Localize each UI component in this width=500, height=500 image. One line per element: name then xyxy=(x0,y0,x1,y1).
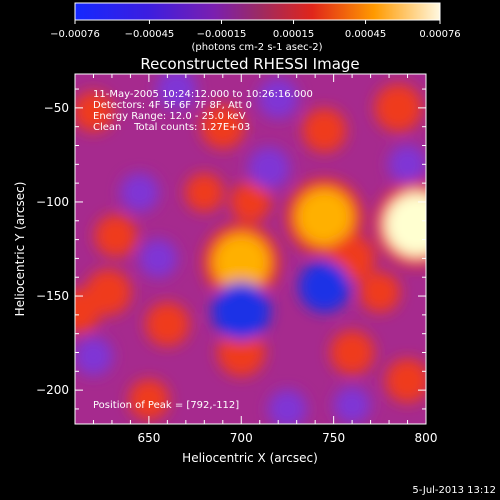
y-axis-ticks: −50 −100 −150 −200 xyxy=(36,88,426,410)
heatmap-blob xyxy=(75,289,101,334)
heatmap-blob xyxy=(257,78,299,119)
heatmap-blob xyxy=(94,214,137,258)
timestamp: 5-Jul-2013 13:12 xyxy=(412,485,496,496)
heatmap-blob xyxy=(138,239,178,278)
heatmap-blob xyxy=(247,146,291,190)
heatmap-blob xyxy=(128,379,170,420)
heatmap-image xyxy=(75,74,426,424)
y-axis-label: Heliocentric Y (arcsec) xyxy=(13,182,27,317)
colorbar-tick-label: 0.00015 xyxy=(273,29,314,40)
heatmap-blob xyxy=(230,181,271,223)
y-tick-label: −50 xyxy=(44,101,69,115)
heatmap-blob xyxy=(359,271,401,313)
heatmap-blob xyxy=(211,281,271,341)
heatmap-blob xyxy=(217,328,266,377)
heatmap-blob xyxy=(268,389,307,424)
colorbar-tick-label: 0.00045 xyxy=(345,29,386,40)
heatmap-blob xyxy=(120,173,160,212)
info-line-3: Energy Range: 12.0 - 25.0 keV xyxy=(93,111,246,122)
y-tick-label: −200 xyxy=(36,383,69,397)
heatmap-blob xyxy=(184,173,224,212)
colorbar-tick-label: −0.00015 xyxy=(197,29,247,40)
heatmap-blob xyxy=(295,188,353,246)
heatmap-blob xyxy=(145,302,190,347)
x-tick-label: 650 xyxy=(137,431,160,445)
x-tick-label: 700 xyxy=(230,431,253,445)
heatmap-blob xyxy=(212,233,270,291)
heatmap-blob xyxy=(333,386,371,424)
heatmap-blob xyxy=(330,330,375,375)
x-tick-label: 750 xyxy=(322,431,345,445)
colorbar xyxy=(74,2,441,21)
heatmap-blob xyxy=(388,144,426,184)
x-axis-ticks: 650 700 750 800 xyxy=(92,74,438,445)
heatmap-blob xyxy=(200,104,245,149)
info-line-4: Clean Total counts: 1.27E+03 xyxy=(93,122,250,133)
x-tick-label: 800 xyxy=(415,431,438,445)
heatmap-blob xyxy=(385,358,426,403)
y-tick-label: −100 xyxy=(36,195,69,209)
colorbar-unit-label: (photons cm-2 s-1 asec-2) xyxy=(191,42,322,53)
colorbar-ticks: −0.00076 −0.00045 −0.00015 0.00015 0.00045 0.… xyxy=(50,20,461,40)
x-axis-label: Heliocentric X (arcsec) xyxy=(182,451,318,465)
y-tick-label: −150 xyxy=(36,289,69,303)
colorbar-tick-label: −0.00045 xyxy=(125,29,175,40)
info-line-2: Detectors: 4F 5F 6F 7F 8F, Att 0 xyxy=(93,100,252,111)
heatmap-blob xyxy=(75,91,114,132)
heatmap-blob xyxy=(298,260,351,313)
peak-position-label: Position of Peak = [792,-112] xyxy=(93,400,239,411)
heatmap-blob xyxy=(384,192,426,257)
info-line-1: 11-May-2005 10:24:12.000 to 10:26:16.000 xyxy=(93,89,313,100)
chart-title: Reconstructed RHESSI Image xyxy=(140,55,359,73)
heatmap-blob xyxy=(75,336,113,376)
heatmap-blob xyxy=(374,83,423,132)
colorbar-tick-label: −0.00076 xyxy=(50,29,100,40)
colorbar-tick-label: 0.00076 xyxy=(419,29,460,40)
heatmap-blob xyxy=(156,74,197,110)
plot-frame xyxy=(74,73,427,425)
heatmap-blob xyxy=(302,108,347,153)
